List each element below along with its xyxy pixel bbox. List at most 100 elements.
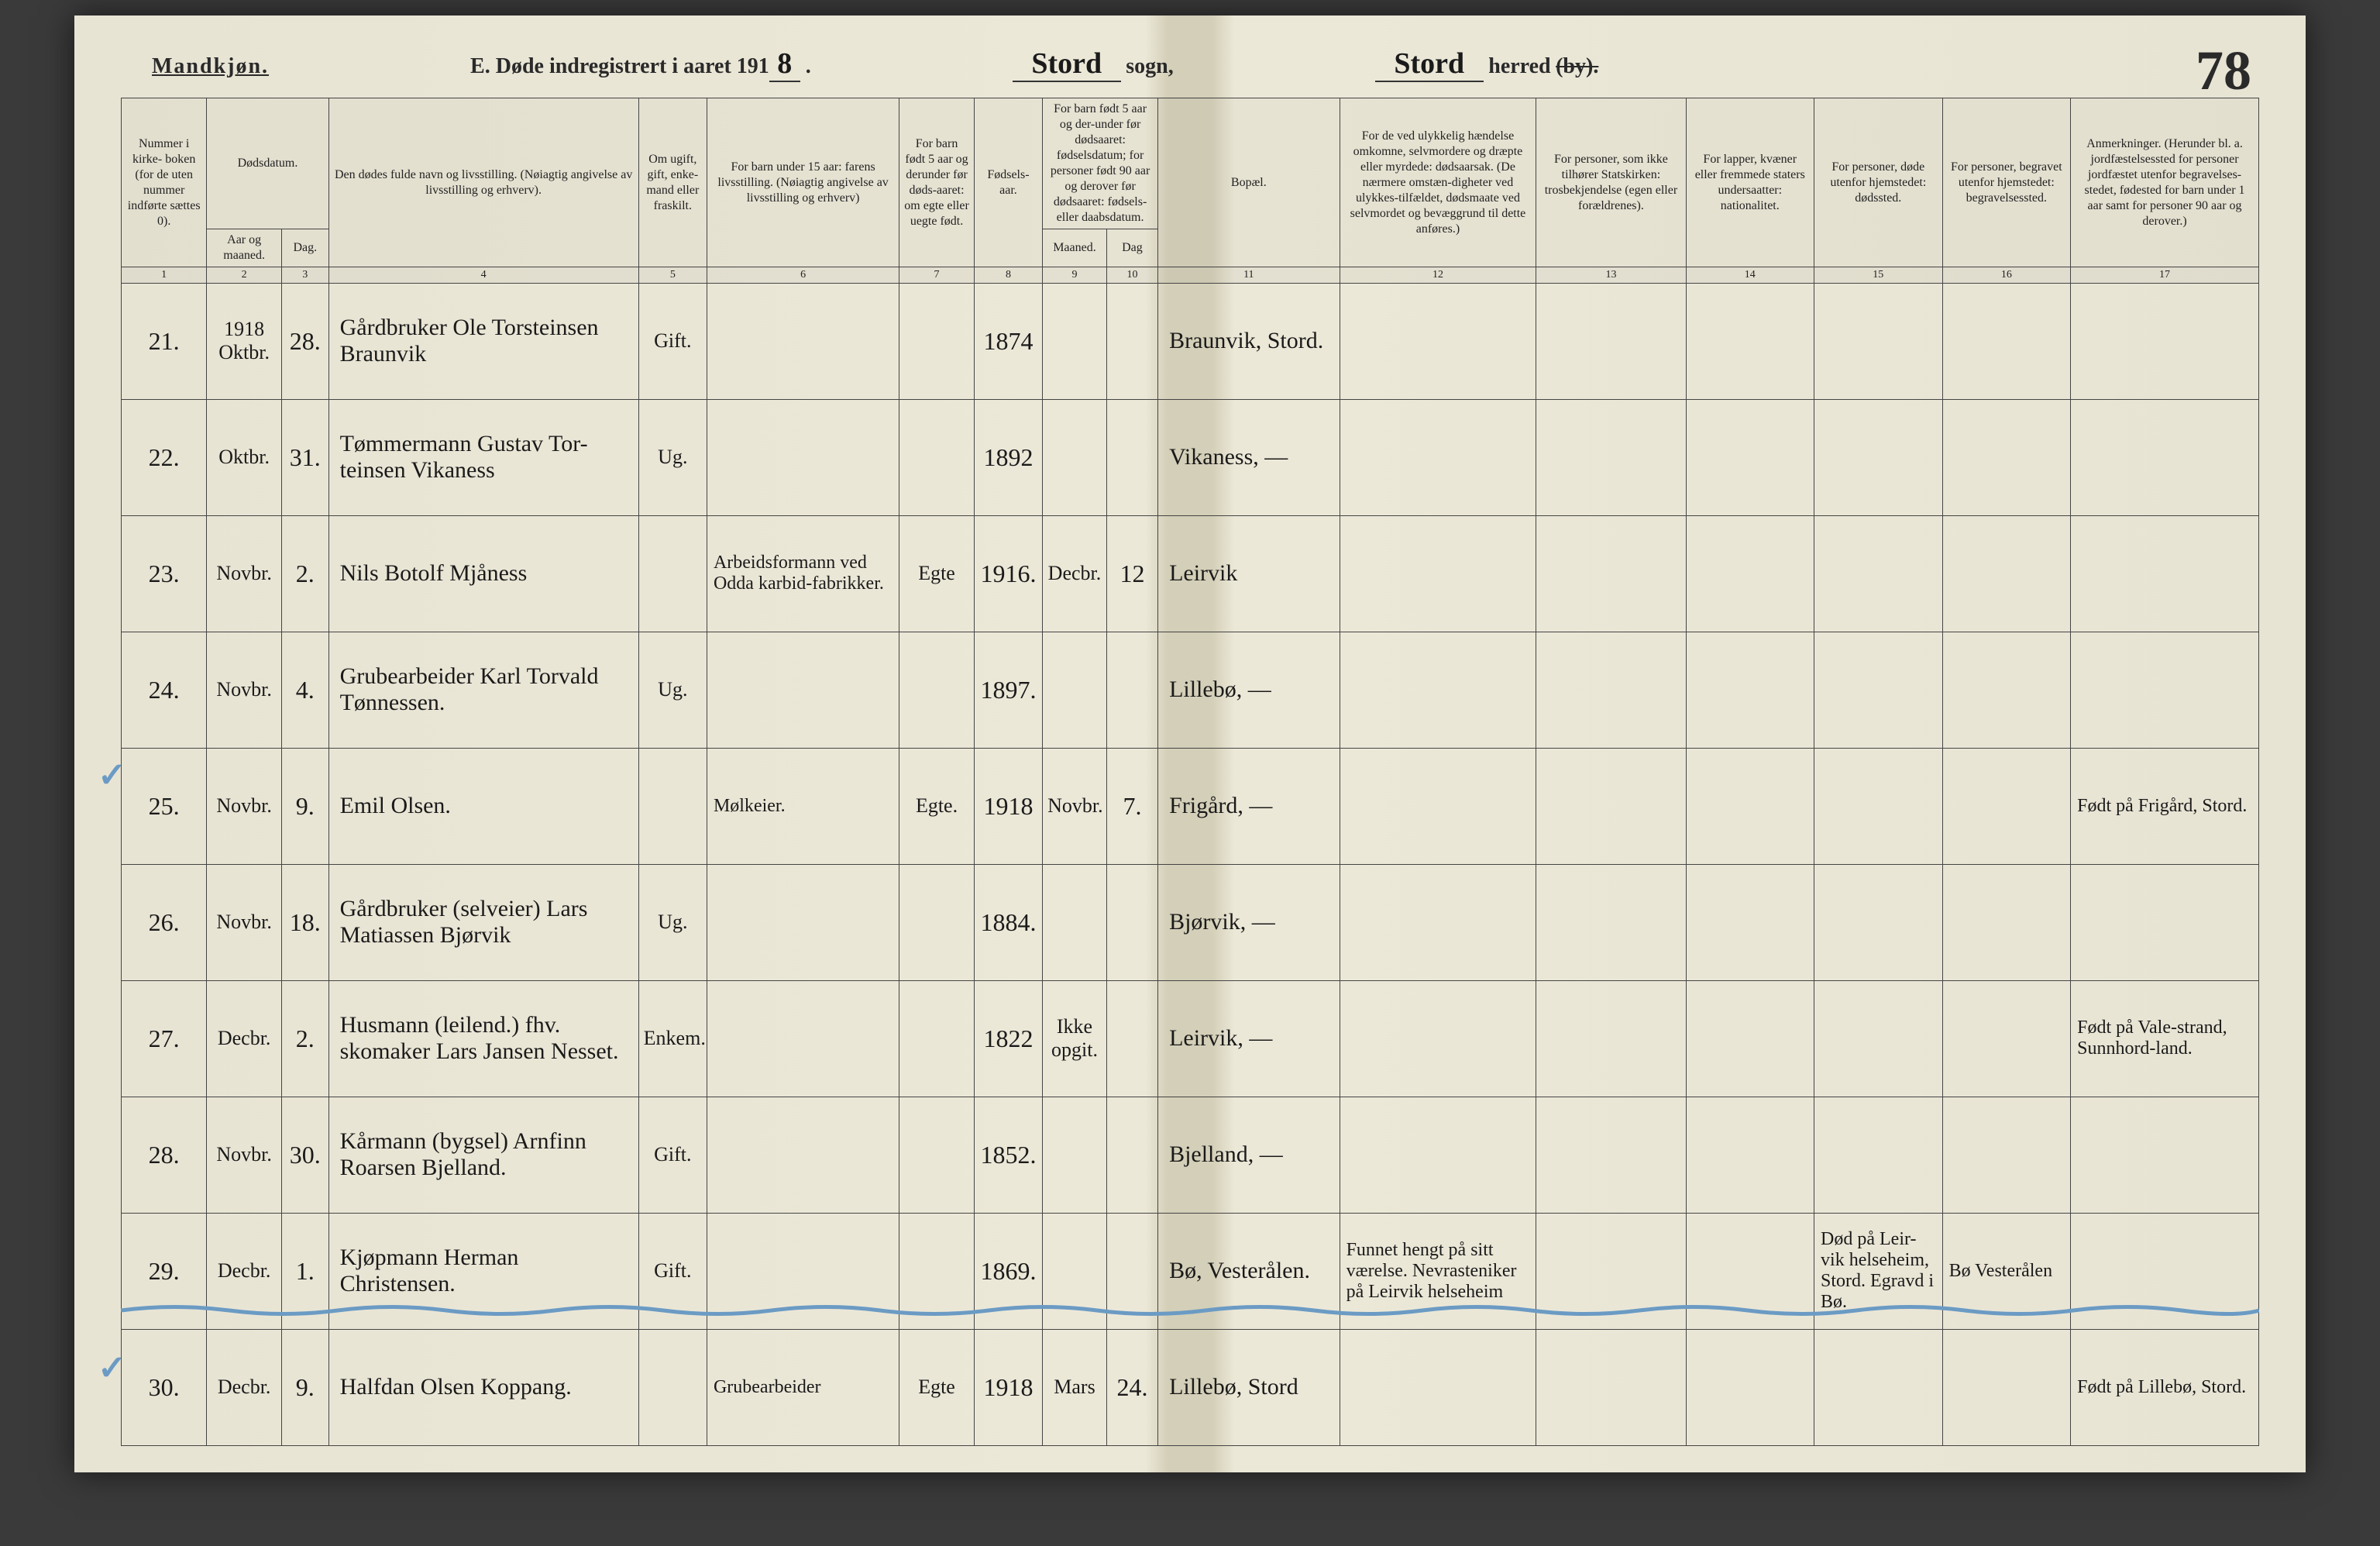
table-cell: 29.: [122, 1213, 207, 1329]
table-cell: [1536, 1097, 1686, 1213]
table-row: 23.Novbr.2.Nils Botolf MjånessArbeidsfor…: [122, 515, 2259, 632]
table-cell: Tømmermann Gustav Tor-teinsen Vikaness: [328, 399, 638, 515]
table-cell: Kjøpmann Herman Christensen.: [328, 1213, 638, 1329]
herred-strike: (by).: [1556, 54, 1598, 78]
page-header: Mandkjøn. E. Døde indregistrert i aaret …: [121, 46, 2259, 98]
table-cell: Ug.: [638, 632, 707, 748]
table-cell: Gårdbruker (selveier) Lars Matiassen Bjø…: [328, 864, 638, 980]
table-cell: 9.: [281, 748, 328, 864]
table-cell: [1043, 1097, 1107, 1213]
table-cell: 26.: [122, 864, 207, 980]
col-num: 15: [1814, 267, 1943, 284]
table-cell: [2071, 1213, 2259, 1329]
col-subheader: Maaned.: [1043, 229, 1107, 267]
table-cell: Frigård, —: [1158, 748, 1340, 864]
table-cell: Braunvik, Stord.: [1158, 283, 1340, 399]
table-cell: Gift.: [638, 1097, 707, 1213]
table-cell: [638, 748, 707, 864]
table-cell: Oktbr.: [207, 399, 282, 515]
table-cell: 1869.: [974, 1213, 1042, 1329]
table-cell: [1536, 1213, 1686, 1329]
table-cell: 1916.: [974, 515, 1042, 632]
table-cell: Decbr.: [207, 1213, 282, 1329]
table-cell: Leirvik: [1158, 515, 1340, 632]
col-num: 2: [207, 267, 282, 284]
table-cell: Egte: [899, 515, 975, 632]
table-cell: Død på Leir-vik helseheim, Stord. Egravd…: [1814, 1213, 1943, 1329]
table-cell: Grubearbeider Karl Torvald Tønnessen.: [328, 632, 638, 748]
table-cell: [707, 1097, 899, 1213]
table-cell: [1814, 1097, 1943, 1213]
table-cell: [2071, 515, 2259, 632]
table-cell: [1043, 399, 1107, 515]
table-cell: [899, 864, 975, 980]
col-num: 9: [1043, 267, 1107, 284]
table-cell: 4.: [281, 632, 328, 748]
table-cell: [1340, 1329, 1536, 1445]
table-cell: [899, 1097, 975, 1213]
col-num: 12: [1340, 267, 1536, 284]
col-header: For barn født 5 aar og der-under før død…: [1043, 98, 1158, 229]
table-cell: [1814, 515, 1943, 632]
table-cell: [1942, 864, 2071, 980]
herred-label: herred: [1488, 54, 1550, 78]
col-header: Dødsdatum.: [207, 98, 328, 229]
col-header: Om ugift, gift, enke-mand eller fraskilt…: [638, 98, 707, 267]
table-cell: [1686, 1329, 1814, 1445]
col-num: 4: [328, 267, 638, 284]
table-cell: Bø, Vesterålen.: [1158, 1213, 1340, 1329]
table-cell: Bjelland, —: [1158, 1097, 1340, 1213]
col-header: Anmerkninger. (Herunder bl. a. jordfæste…: [2071, 98, 2259, 267]
table-cell: [1814, 283, 1943, 399]
table-cell: [707, 864, 899, 980]
table-cell: Født på Vale-strand, Sunnhord-land.: [2071, 980, 2259, 1097]
table-cell: [1814, 1329, 1943, 1445]
table-row: 24.Novbr.4.Grubearbeider Karl Torvald Tø…: [122, 632, 2259, 748]
col-subheader: Dag: [1106, 229, 1157, 267]
table-cell: 1.: [281, 1213, 328, 1329]
col-num: 16: [1942, 267, 2071, 284]
table-cell: [1340, 283, 1536, 399]
table-cell: Gift.: [638, 1213, 707, 1329]
table-cell: Novbr.: [207, 864, 282, 980]
table-cell: [1814, 748, 1943, 864]
sogn-label: sogn,: [1126, 54, 1173, 78]
table-cell: 25.: [122, 748, 207, 864]
table-cell: [1340, 399, 1536, 515]
table-cell: [1686, 748, 1814, 864]
table-cell: [2071, 283, 2259, 399]
table-cell: [1536, 399, 1686, 515]
table-cell: 9.: [281, 1329, 328, 1445]
table-cell: 18.: [281, 864, 328, 980]
table-cell: [1340, 1097, 1536, 1213]
table-cell: [1942, 1097, 2071, 1213]
table-cell: Bjørvik, —: [1158, 864, 1340, 980]
table-cell: Novbr.: [207, 632, 282, 748]
table-cell: [1106, 1213, 1157, 1329]
table-cell: Halfdan Olsen Koppang.: [328, 1329, 638, 1445]
table-row: 30.Decbr.9.Halfdan Olsen Koppang.Grubear…: [122, 1329, 2259, 1445]
table-cell: Decbr.: [207, 1329, 282, 1445]
col-subheader: Aar og maaned.: [207, 229, 282, 267]
table-cell: Emil Olsen.: [328, 748, 638, 864]
table-cell: Enkem.: [638, 980, 707, 1097]
table-cell: 24.: [122, 632, 207, 748]
table-cell: [1942, 632, 2071, 748]
table-cell: [1106, 864, 1157, 980]
table-cell: 28.: [281, 283, 328, 399]
table-head: Nummer i kirke- boken (for de uten numme…: [122, 98, 2259, 284]
table-cell: [899, 399, 975, 515]
col-header: For barn under 15 aar: farens livsstilli…: [707, 98, 899, 267]
herred-value: Stord: [1375, 46, 1484, 82]
table-row: 26.Novbr.18.Gårdbruker (selveier) Lars M…: [122, 864, 2259, 980]
table-cell: Kårmann (bygsel) Arnfinn Roarsen Bjellan…: [328, 1097, 638, 1213]
col-num: 17: [2071, 267, 2259, 284]
table-cell: [1340, 980, 1536, 1097]
col-num: 6: [707, 267, 899, 284]
table-cell: Decbr.: [207, 980, 282, 1097]
table-cell: [1942, 399, 2071, 515]
table-cell: [1106, 399, 1157, 515]
table-cell: [1106, 1097, 1157, 1213]
table-cell: Husmann (leilend.) fhv. skomaker Lars Ja…: [328, 980, 638, 1097]
blue-checkmark-icon: ✓: [98, 756, 126, 795]
